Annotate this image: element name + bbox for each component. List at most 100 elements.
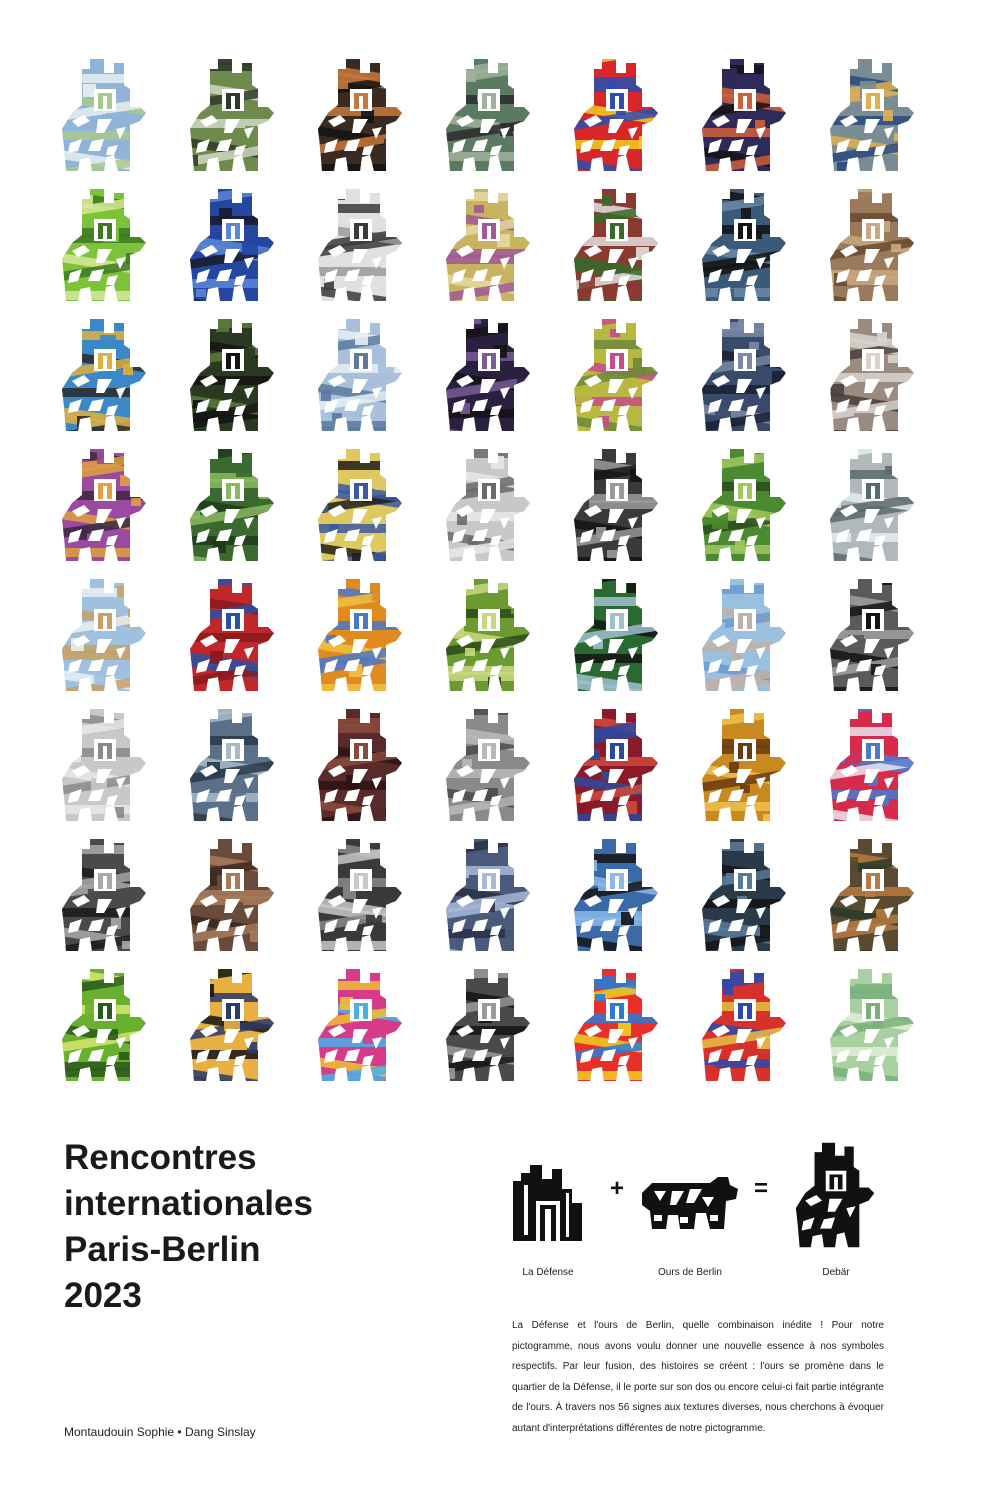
debar-pictogram	[572, 705, 662, 825]
textured-pictogram-icon	[190, 839, 274, 951]
debar-pictogram	[828, 575, 918, 695]
textured-pictogram-icon	[318, 449, 402, 561]
la-defense-label: La Défense	[522, 1267, 574, 1278]
textured-pictogram-icon	[62, 319, 146, 431]
debar-pictogram	[444, 445, 534, 565]
debar-pictogram	[572, 835, 662, 955]
debar-pictogram	[444, 185, 534, 305]
debar-pictogram	[316, 185, 406, 305]
textured-pictogram-icon	[62, 579, 146, 691]
textured-pictogram-icon	[446, 449, 530, 561]
textured-pictogram-icon	[702, 579, 786, 691]
textured-pictogram-icon	[830, 449, 914, 561]
title-line: Rencontres	[64, 1138, 257, 1177]
debar-pictogram	[188, 445, 278, 565]
debar-pictogram	[572, 445, 662, 565]
debar-pictogram	[828, 55, 918, 175]
pictogram-equation: + = La Défense Ours de Berlin Debär	[500, 1135, 900, 1295]
textured-pictogram-icon	[446, 579, 530, 691]
textured-pictogram-icon	[574, 59, 658, 171]
debar-pictogram	[572, 575, 662, 695]
ours-de-berlin-label: Ours de Berlin	[658, 1267, 722, 1278]
debar-pictogram	[700, 315, 790, 435]
textured-pictogram-icon	[190, 319, 274, 431]
textured-pictogram-icon	[574, 449, 658, 561]
textured-pictogram-icon	[190, 969, 274, 1081]
textured-pictogram-icon	[62, 839, 146, 951]
debar-pictogram	[828, 185, 918, 305]
debar-pictogram	[60, 575, 150, 695]
textured-pictogram-icon	[830, 969, 914, 1081]
debar-pictogram	[60, 445, 150, 565]
textured-pictogram-icon	[574, 709, 658, 821]
debar-pictogram	[828, 835, 918, 955]
debar-pictogram	[60, 55, 150, 175]
textured-pictogram-icon	[702, 709, 786, 821]
textured-pictogram-icon	[830, 189, 914, 301]
textured-pictogram-icon	[574, 969, 658, 1081]
textured-pictogram-icon	[574, 319, 658, 431]
debar-pictogram	[700, 965, 790, 1085]
textured-pictogram-icon	[318, 709, 402, 821]
debar-pictogram	[60, 965, 150, 1085]
textured-pictogram-icon	[318, 59, 402, 171]
textured-pictogram-icon	[574, 579, 658, 691]
debar-pictogram	[316, 965, 406, 1085]
textured-pictogram-icon	[318, 189, 402, 301]
description-paragraph: La Défense et l'ours de Berlin, quelle c…	[512, 1320, 884, 1434]
textured-pictogram-icon	[62, 709, 146, 821]
textured-pictogram-icon	[318, 969, 402, 1081]
debar-pictogram	[188, 185, 278, 305]
debar-pictogram	[444, 315, 534, 435]
plus-sign: +	[610, 1175, 625, 1202]
debar-pictogram	[828, 315, 918, 435]
title-line: Paris-Berlin	[64, 1230, 261, 1269]
debar-pictogram	[316, 575, 406, 695]
debar-pictogram	[188, 965, 278, 1085]
debar-icon	[790, 1139, 882, 1251]
textured-pictogram-icon	[190, 709, 274, 821]
textured-pictogram-icon	[62, 59, 146, 171]
debar-pictogram	[828, 445, 918, 565]
debar-pictogram	[572, 965, 662, 1085]
debar-pictogram	[188, 835, 278, 955]
textured-pictogram-icon	[830, 709, 914, 821]
textured-pictogram-icon	[446, 59, 530, 171]
debar-pictogram	[700, 445, 790, 565]
debar-pictogram	[700, 575, 790, 695]
debar-pictogram	[188, 315, 278, 435]
debar-pictogram	[700, 835, 790, 955]
textured-pictogram-icon	[702, 449, 786, 561]
debar-pictogram	[700, 185, 790, 305]
debar-pictogram	[572, 55, 662, 175]
textured-pictogram-icon	[830, 839, 914, 951]
textured-pictogram-icon	[446, 319, 530, 431]
textured-pictogram-icon	[702, 59, 786, 171]
textured-pictogram-icon	[318, 319, 402, 431]
debar-pictogram	[188, 55, 278, 175]
debar-pictogram	[60, 185, 150, 305]
textured-pictogram-icon	[62, 449, 146, 561]
debar-pictogram	[60, 315, 150, 435]
textured-pictogram-icon	[62, 189, 146, 301]
title-line: 2023	[64, 1276, 142, 1315]
textured-pictogram-icon	[574, 839, 658, 951]
debar-pictogram	[316, 315, 406, 435]
debar-label: Debär	[822, 1267, 850, 1278]
textured-pictogram-icon	[190, 449, 274, 561]
textured-pictogram-icon	[574, 189, 658, 301]
pictogram-grid	[60, 55, 940, 1095]
debar-pictogram	[316, 445, 406, 565]
textured-pictogram-icon	[446, 189, 530, 301]
textured-pictogram-icon	[702, 319, 786, 431]
textured-pictogram-icon	[446, 709, 530, 821]
debar-pictogram	[444, 965, 534, 1085]
poster-title: Rencontres internationales Paris-Berlin …	[64, 1135, 313, 1319]
textured-pictogram-icon	[318, 579, 402, 691]
textured-pictogram-icon	[830, 59, 914, 171]
textured-pictogram-icon	[190, 189, 274, 301]
debar-pictogram	[316, 835, 406, 955]
debar-pictogram	[700, 55, 790, 175]
debar-pictogram	[572, 185, 662, 305]
debar-pictogram	[60, 835, 150, 955]
